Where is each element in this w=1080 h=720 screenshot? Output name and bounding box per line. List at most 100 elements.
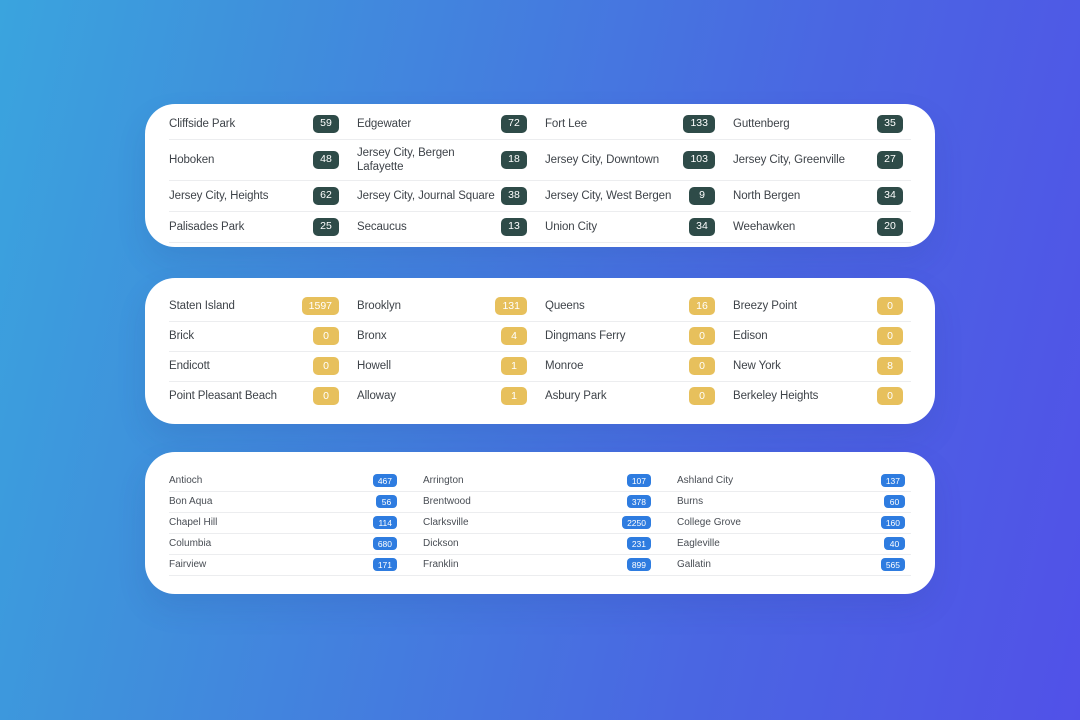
location-item: Fort Lee 133 bbox=[545, 114, 723, 133]
location-name: Jersey City, Bergen Lafayette bbox=[357, 146, 455, 173]
location-item: Jersey City, Heights 62 bbox=[169, 186, 347, 205]
location-item: Jersey City, Journal Square 38 bbox=[357, 186, 535, 205]
location-item: Clarksville 2250 bbox=[423, 516, 657, 529]
location-item: Hoboken 48 bbox=[169, 146, 347, 174]
location-name: Bon Aqua bbox=[169, 495, 213, 507]
card-rows: Cliffside Park 59 Edgewater 72 Fort Lee 133 Gu… bbox=[169, 114, 911, 243]
location-name: Jersey City, Downtown bbox=[545, 153, 660, 166]
location-item: Howell 1 bbox=[357, 357, 535, 375]
location-count-badge: 16 bbox=[689, 297, 715, 315]
location-name: Fort Lee bbox=[545, 117, 588, 130]
location-name: Ashland City bbox=[677, 474, 734, 486]
location-item: Point Pleasant Beach 0 bbox=[169, 387, 347, 405]
location-name: Burns bbox=[677, 495, 704, 507]
location-count-badge: 2250 bbox=[622, 516, 651, 529]
location-count-badge: 48 bbox=[313, 150, 339, 169]
location-count-badge: 40 bbox=[884, 537, 905, 550]
location-item: Franklin 899 bbox=[423, 558, 657, 571]
location-count-badge: 0 bbox=[689, 327, 715, 345]
location-count-badge: 0 bbox=[877, 387, 903, 405]
location-item: Jersey City, Greenville 27 bbox=[733, 146, 911, 174]
location-item: Queens 16 bbox=[545, 297, 723, 315]
location-name: North Bergen bbox=[733, 189, 801, 202]
location-count-badge: 0 bbox=[877, 297, 903, 315]
location-counts-card-2: Staten Island 1597 Brooklyn 131 Queens 16 Bree… bbox=[145, 278, 935, 424]
location-name: College Grove bbox=[677, 516, 741, 528]
location-count-badge: 899 bbox=[626, 558, 651, 571]
location-item: Chapel Hill 114 bbox=[169, 516, 403, 529]
location-name: Edgewater bbox=[357, 117, 412, 130]
location-count-badge: 18 bbox=[501, 150, 527, 169]
location-count-badge: 1 bbox=[501, 387, 527, 405]
location-item: Cliffside Park 59 bbox=[169, 114, 347, 133]
location-count-badge: 160 bbox=[880, 516, 905, 529]
location-item: Palisades Park 25 bbox=[169, 217, 347, 236]
location-name: Franklin bbox=[423, 558, 459, 570]
location-count-badge: 0 bbox=[689, 387, 715, 405]
location-name: Gallatin bbox=[677, 558, 711, 570]
location-item: Brentwood 378 bbox=[423, 495, 657, 508]
location-item: Columbia 680 bbox=[169, 537, 403, 550]
location-count-badge: 59 bbox=[313, 114, 339, 133]
location-item: Brooklyn 131 bbox=[357, 297, 535, 315]
location-name: Chapel Hill bbox=[169, 516, 218, 528]
location-item: Brick 0 bbox=[169, 327, 347, 345]
location-count-badge: 34 bbox=[877, 186, 903, 205]
location-item: Secaucus 13 bbox=[357, 217, 535, 236]
location-item: Edison 0 bbox=[733, 327, 911, 345]
card-row: Cliffside Park 59 Edgewater 72 Fort Lee 133 Gu… bbox=[169, 109, 911, 140]
location-count-badge: 72 bbox=[501, 114, 527, 133]
location-name: Union City bbox=[545, 220, 598, 233]
location-item: College Grove 160 bbox=[677, 516, 911, 529]
location-count-badge: 38 bbox=[501, 186, 527, 205]
location-count-badge: 8 bbox=[877, 357, 903, 375]
location-count-badge: 114 bbox=[373, 516, 397, 529]
location-count-badge: 35 bbox=[877, 114, 903, 133]
location-count-badge: 0 bbox=[313, 357, 339, 375]
card-rows: Staten Island 1597 Brooklyn 131 Queens 16 Bree… bbox=[169, 288, 911, 414]
card-row: Bon Aqua 56 Brentwood 378 Burns 60 bbox=[169, 492, 911, 513]
location-item: Burns 60 bbox=[677, 495, 911, 508]
location-count-badge: 62 bbox=[313, 186, 339, 205]
location-item: Antioch 467 bbox=[169, 474, 403, 487]
location-item: Fairview 171 bbox=[169, 558, 403, 571]
location-name: New York bbox=[733, 360, 781, 372]
location-name: Clarksville bbox=[423, 516, 469, 528]
location-name: Endicott bbox=[169, 360, 210, 372]
location-name: Eagleville bbox=[677, 537, 720, 549]
location-name: Staten Island bbox=[169, 300, 235, 312]
location-count-badge: 0 bbox=[313, 387, 339, 405]
location-item: Jersey City, Bergen Lafayette 18 bbox=[357, 146, 535, 174]
location-name: Brooklyn bbox=[357, 300, 401, 312]
location-name: Columbia bbox=[169, 537, 212, 549]
card-row: Columbia 680 Dickson 231 Eagleville 40 bbox=[169, 534, 911, 555]
location-item: Eagleville 40 bbox=[677, 537, 911, 550]
location-item: Arrington 107 bbox=[423, 474, 657, 487]
location-name: Secaucus bbox=[357, 220, 407, 233]
location-count-badge: 680 bbox=[372, 537, 397, 550]
location-item: Bon Aqua 56 bbox=[169, 495, 403, 508]
location-count-badge: 1597 bbox=[301, 297, 339, 315]
card-row: Jersey City, Heights 62 Jersey City, Journ… bbox=[169, 181, 911, 212]
location-item: Staten Island 1597 bbox=[169, 297, 347, 315]
location-count-badge: 107 bbox=[626, 474, 651, 487]
location-item: Gallatin 565 bbox=[677, 558, 911, 571]
location-count-badge: 56 bbox=[376, 495, 397, 508]
location-count-badge: 171 bbox=[372, 558, 397, 571]
location-name: Berkeley Heights bbox=[733, 390, 819, 402]
location-item: Ashland City 137 bbox=[677, 474, 911, 487]
location-count-badge: 0 bbox=[689, 357, 715, 375]
location-count-badge: 0 bbox=[313, 327, 339, 345]
location-count-badge: 231 bbox=[626, 537, 651, 550]
location-name: Monroe bbox=[545, 360, 584, 372]
location-item: Dingmans Ferry 0 bbox=[545, 327, 723, 345]
location-counts-card-3: Antioch 467 Arrington 107 Ashland City 137 Bon… bbox=[145, 452, 935, 594]
location-counts-card-1: Cliffside Park 59 Edgewater 72 Fort Lee 133 Gu… bbox=[145, 104, 935, 247]
card-row: Endicott 0 Howell 1 Monroe 0 New York 8 bbox=[169, 352, 911, 382]
location-name: Brentwood bbox=[423, 495, 471, 507]
location-item: Asbury Park 0 bbox=[545, 387, 723, 405]
location-item: North Bergen 34 bbox=[733, 186, 911, 205]
card-row: Antioch 467 Arrington 107 Ashland City 137 bbox=[169, 471, 911, 492]
location-count-badge: 565 bbox=[880, 558, 905, 571]
card-row: Hoboken 48 Jersey City, Bergen Lafayette 18… bbox=[169, 140, 911, 181]
